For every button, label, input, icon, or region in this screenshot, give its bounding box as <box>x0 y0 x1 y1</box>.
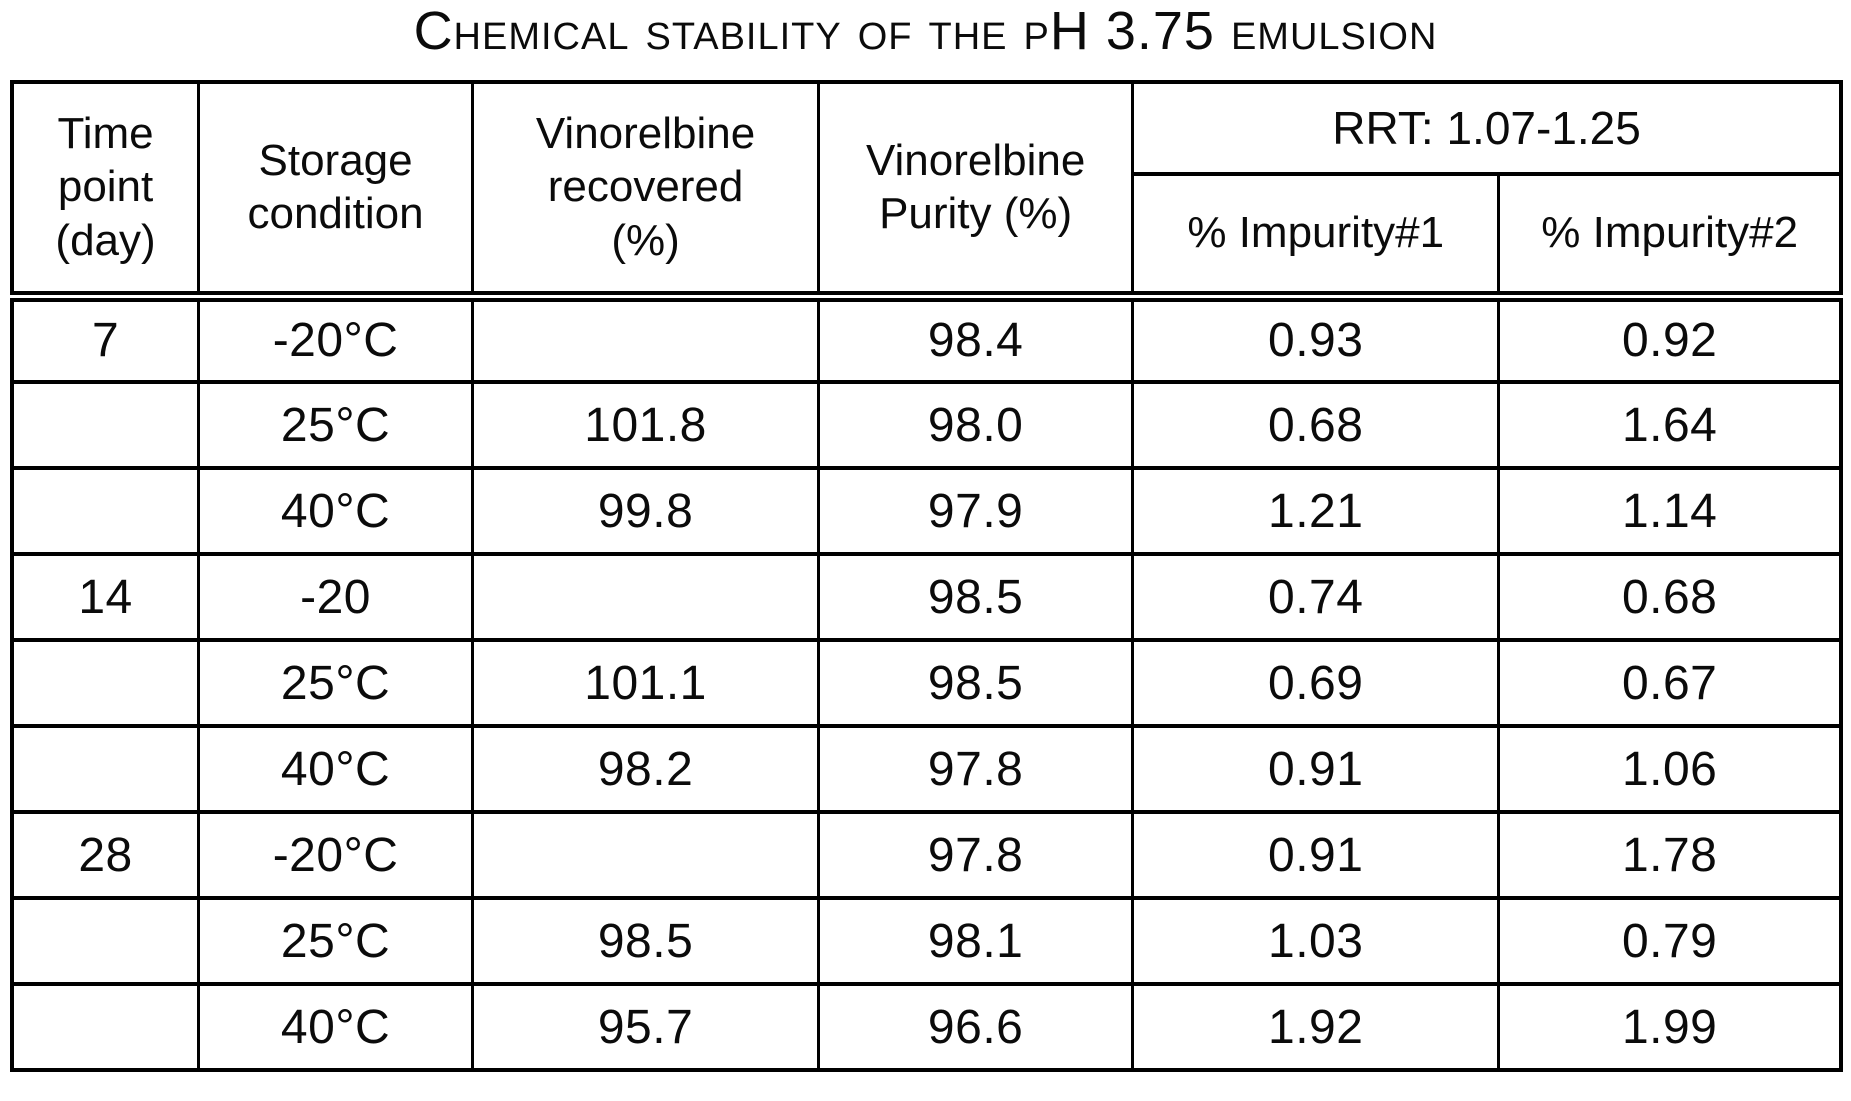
table-row: 28 -20°C 97.8 0.91 1.78 <box>10 810 1843 900</box>
cell-purity: 98.5 <box>817 552 1135 642</box>
table-row: 40°C 95.7 96.6 1.92 1.99 <box>10 982 1843 1072</box>
cell-impurity2: 0.67 <box>1497 638 1843 728</box>
cell-recovered: 101.8 <box>470 380 821 470</box>
table-body: 7 -20°C 98.4 0.93 0.92 25°C 101.8 98.0 0.68 1.64 4… <box>10 294 1843 1072</box>
table-row: 7 -20°C 98.4 0.93 0.92 <box>10 294 1843 384</box>
cell-purity: 98.5 <box>817 638 1135 728</box>
cell-storage-condition: 40°C <box>197 724 474 814</box>
table-row: 40°C 99.8 97.9 1.21 1.14 <box>10 466 1843 556</box>
header-impurity1: % Impurity#1 <box>1131 172 1501 302</box>
cell-recovered <box>470 294 821 384</box>
cell-purity: 97.9 <box>817 466 1135 556</box>
cell-impurity1: 0.91 <box>1131 810 1501 900</box>
cell-purity: 98.0 <box>817 380 1135 470</box>
cell-recovered: 99.8 <box>470 466 821 556</box>
table-row: 25°C 101.8 98.0 0.68 1.64 <box>10 380 1843 470</box>
cell-impurity1: 0.69 <box>1131 638 1501 728</box>
cell-purity: 96.6 <box>817 982 1135 1072</box>
cell-impurity1: 0.91 <box>1131 724 1501 814</box>
cell-time-point: 14 <box>10 552 201 642</box>
cell-recovered <box>470 810 821 900</box>
cell-purity: 97.8 <box>817 810 1135 900</box>
stability-table: Time point (day) Storage condition Vinor… <box>10 80 1843 1072</box>
header-time-point: Time point (day) <box>10 80 201 302</box>
cell-storage-condition: 25°C <box>197 638 474 728</box>
cell-time-point <box>10 896 201 986</box>
cell-time-point <box>10 724 201 814</box>
cell-storage-condition: 40°C <box>197 466 474 556</box>
cell-impurity1: 0.93 <box>1131 294 1501 384</box>
header-impurity2: % Impurity#2 <box>1497 172 1843 302</box>
cell-recovered: 98.5 <box>470 896 821 986</box>
cell-impurity2: 1.14 <box>1497 466 1843 556</box>
cell-impurity1: 1.92 <box>1131 982 1501 1072</box>
cell-storage-condition: 25°C <box>197 380 474 470</box>
cell-impurity2: 0.79 <box>1497 896 1843 986</box>
cell-recovered: 101.1 <box>470 638 821 728</box>
cell-impurity2: 1.06 <box>1497 724 1843 814</box>
header-vinorelbine-recovered: Vinorelbine recovered (%) <box>470 80 821 302</box>
cell-impurity1: 1.21 <box>1131 466 1501 556</box>
cell-time-point <box>10 638 201 728</box>
table-row: 25°C 101.1 98.5 0.69 0.67 <box>10 638 1843 728</box>
cell-recovered: 98.2 <box>470 724 821 814</box>
cell-purity: 97.8 <box>817 724 1135 814</box>
cell-impurity2: 1.78 <box>1497 810 1843 900</box>
cell-time-point <box>10 380 201 470</box>
cell-storage-condition: -20 <box>197 552 474 642</box>
cell-recovered <box>470 552 821 642</box>
cell-impurity2: 0.92 <box>1497 294 1843 384</box>
table-row: 40°C 98.2 97.8 0.91 1.06 <box>10 724 1843 814</box>
cell-purity: 98.1 <box>817 896 1135 986</box>
cell-impurity2: 1.64 <box>1497 380 1843 470</box>
header-storage-condition: Storage condition <box>197 80 474 302</box>
cell-time-point <box>10 982 201 1072</box>
cell-time-point: 7 <box>10 294 201 384</box>
header-vinorelbine-purity: Vinorelbine Purity (%) <box>817 80 1135 302</box>
cell-time-point <box>10 466 201 556</box>
cell-storage-condition: -20°C <box>197 294 474 384</box>
cell-storage-condition: -20°C <box>197 810 474 900</box>
table-row: 14 -20 98.5 0.74 0.68 <box>10 552 1843 642</box>
cell-purity: 98.4 <box>817 294 1135 384</box>
cell-time-point: 28 <box>10 810 201 900</box>
cell-impurity1: 1.03 <box>1131 896 1501 986</box>
cell-impurity2: 1.99 <box>1497 982 1843 1072</box>
cell-impurity2: 0.68 <box>1497 552 1843 642</box>
cell-recovered: 95.7 <box>470 982 821 1072</box>
page-title: Chemical stability of the pH 3.75 emulsi… <box>413 1 1438 61</box>
cell-storage-condition: 25°C <box>197 896 474 986</box>
table-row: 25°C 98.5 98.1 1.03 0.79 <box>10 896 1843 986</box>
cell-impurity1: 0.74 <box>1131 552 1501 642</box>
header-rrt-group: RRT: 1.07-1.25 <box>1131 80 1843 176</box>
cell-storage-condition: 40°C <box>197 982 474 1072</box>
cell-impurity1: 0.68 <box>1131 380 1501 470</box>
